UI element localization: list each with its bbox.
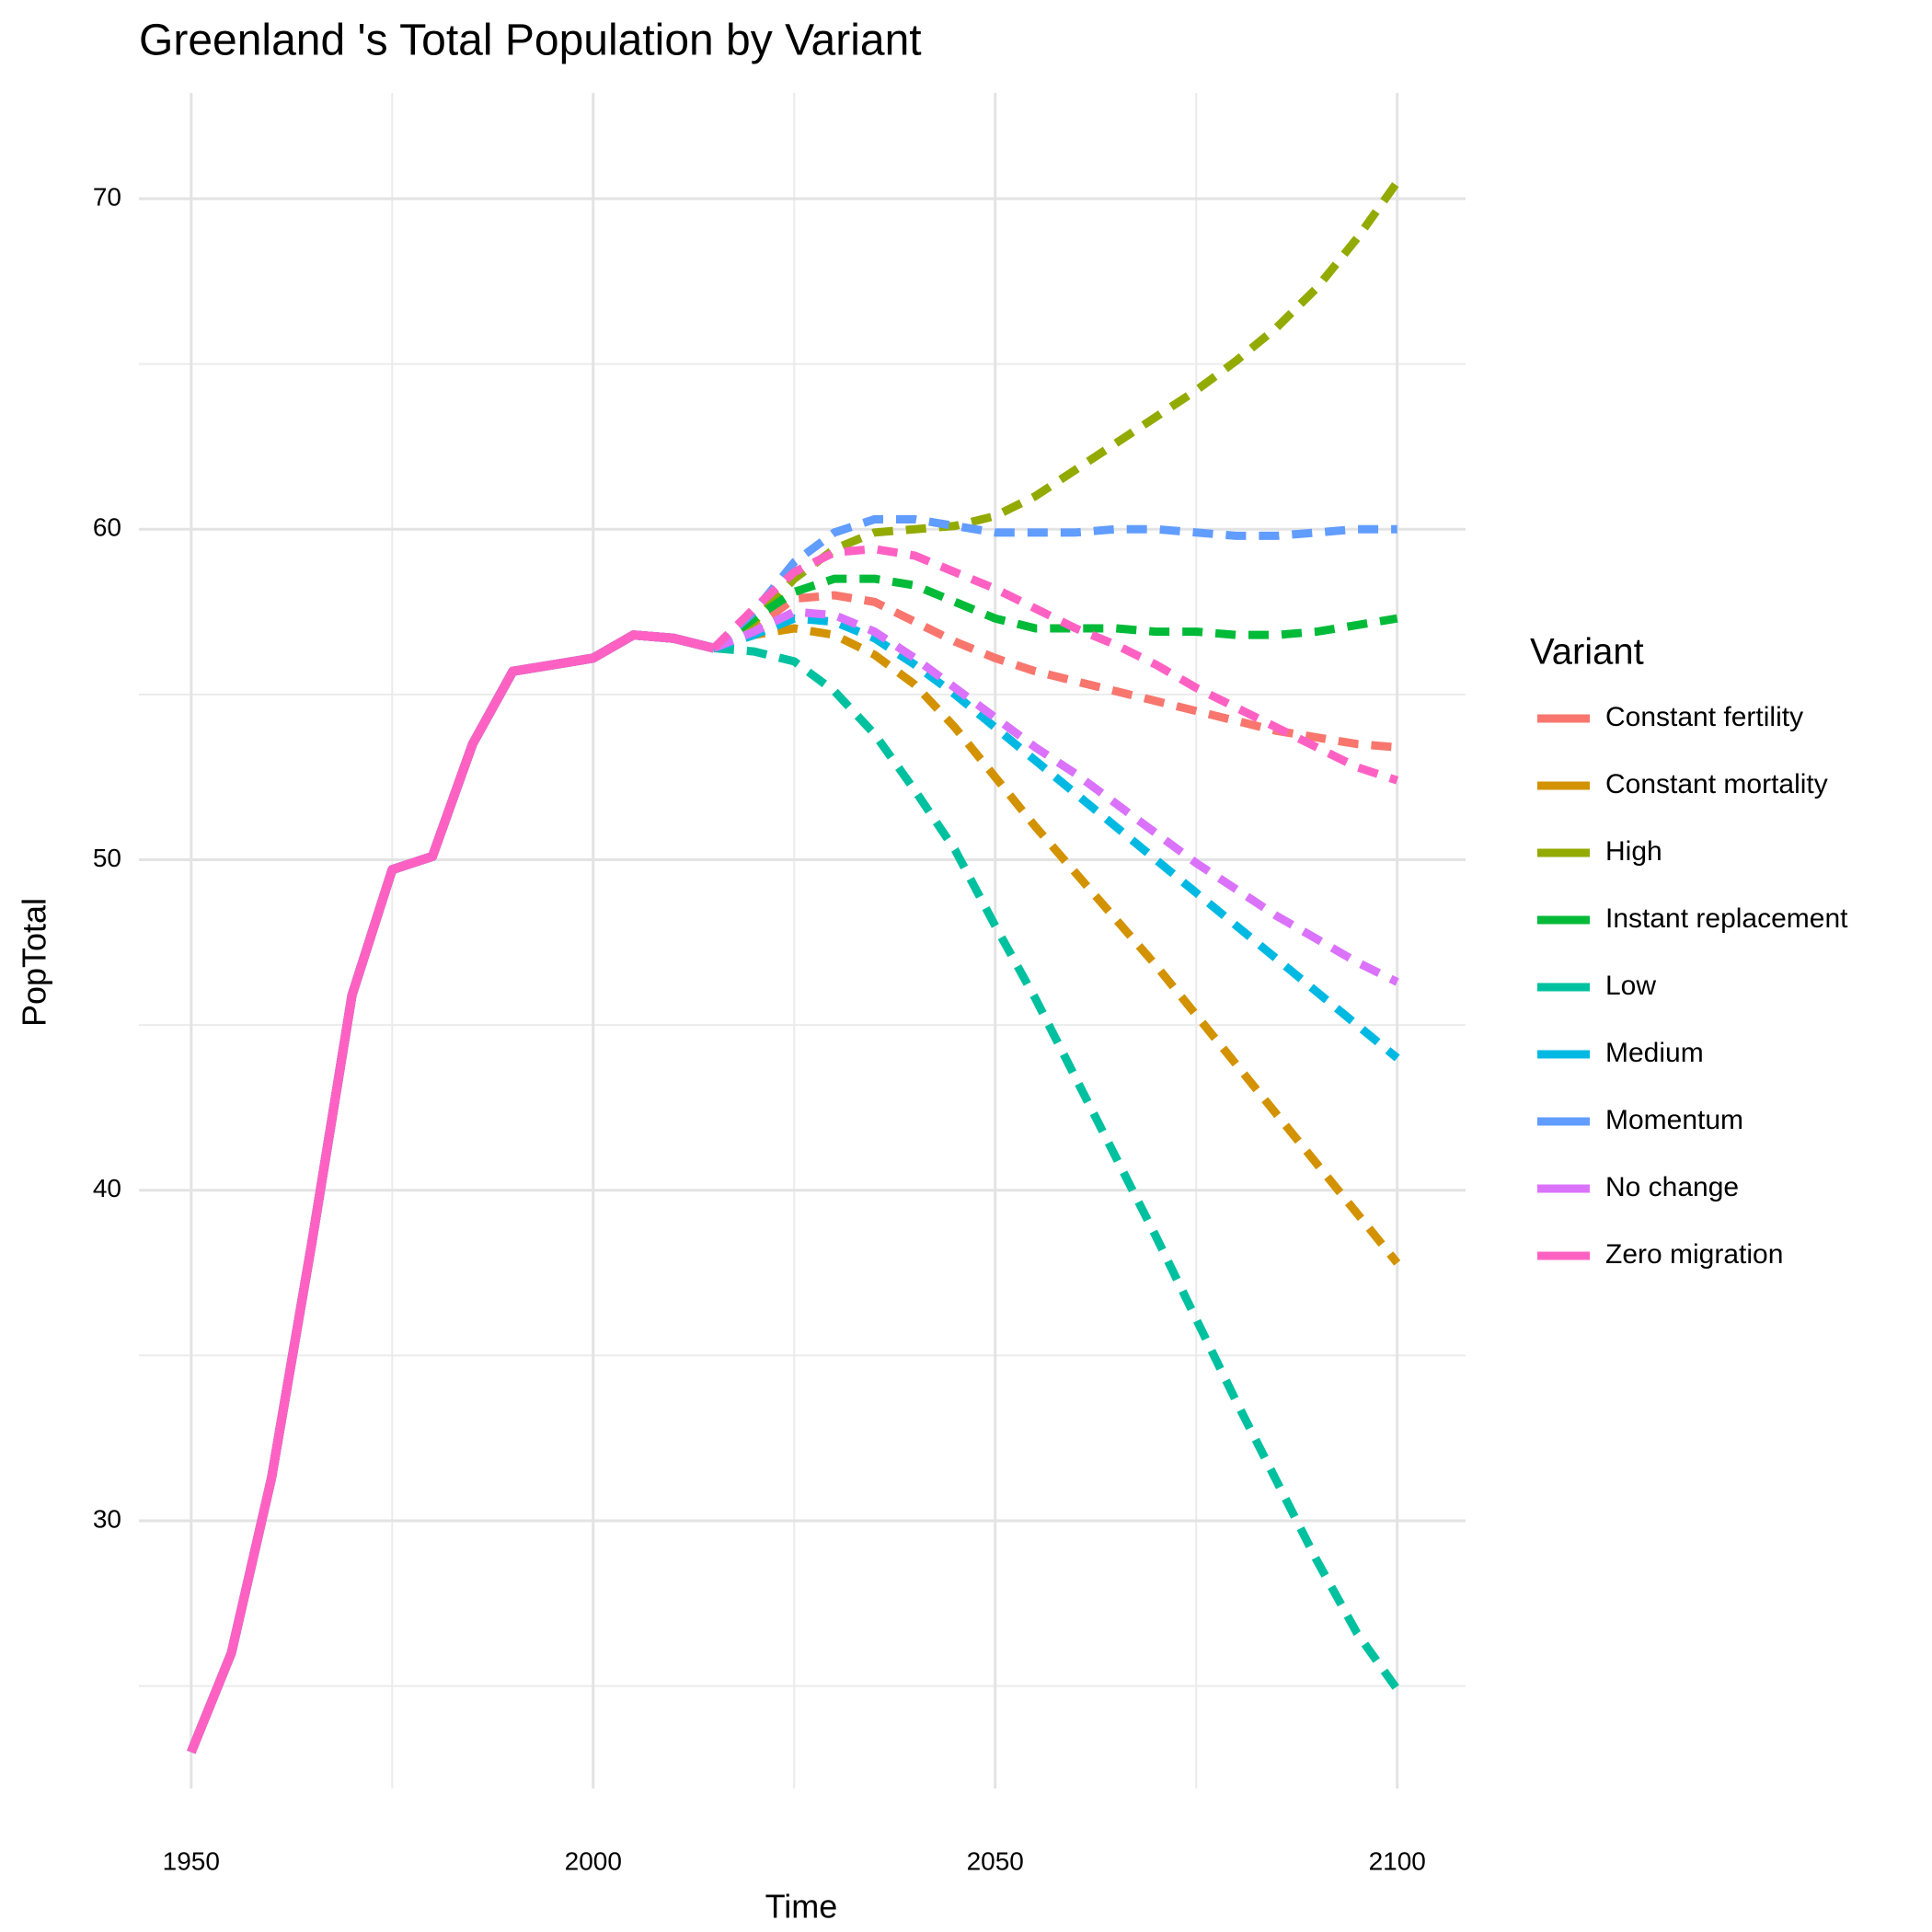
- legend-label: High: [1605, 836, 1662, 867]
- legend-label: Medium: [1605, 1038, 1704, 1068]
- y-tick-label: 60: [93, 513, 121, 542]
- x-tick-label: 2000: [565, 1846, 622, 1875]
- projection-line: [710, 545, 1399, 785]
- x-tick-label: 2100: [1369, 1846, 1426, 1875]
- projection-line: [711, 179, 1401, 652]
- projection-line: [712, 624, 1401, 1266]
- legend-label: Constant fertility: [1605, 702, 1803, 732]
- y-tick-label: 40: [93, 1174, 121, 1202]
- x-tick-label: 2050: [967, 1846, 1024, 1875]
- legend-label: No change: [1605, 1172, 1739, 1202]
- legend-label: Momentum: [1605, 1105, 1743, 1135]
- history-line: [187, 630, 716, 1754]
- projection-line: [712, 607, 1399, 986]
- legend-label: Zero migration: [1605, 1239, 1783, 1270]
- y-tick-label: 30: [93, 1504, 121, 1533]
- legend-label: Constant mortality: [1605, 769, 1828, 799]
- chart-title: Greenland 's Total Population by Variant: [139, 17, 922, 65]
- legend-title: Variant: [1530, 632, 1644, 673]
- y-tick-label: 50: [93, 844, 121, 872]
- x-tick-label: 1950: [163, 1846, 220, 1875]
- legend-label: Instant replacement: [1605, 903, 1848, 934]
- projection-line: [712, 614, 1400, 1062]
- legend-label: Low: [1605, 971, 1656, 1001]
- projection-line: [711, 574, 1398, 652]
- y-tick-label: 70: [93, 182, 121, 211]
- x-axis-label: Time: [765, 1888, 838, 1926]
- projection-line: [713, 644, 1401, 1692]
- y-axis-label: PopTotal: [16, 898, 53, 1027]
